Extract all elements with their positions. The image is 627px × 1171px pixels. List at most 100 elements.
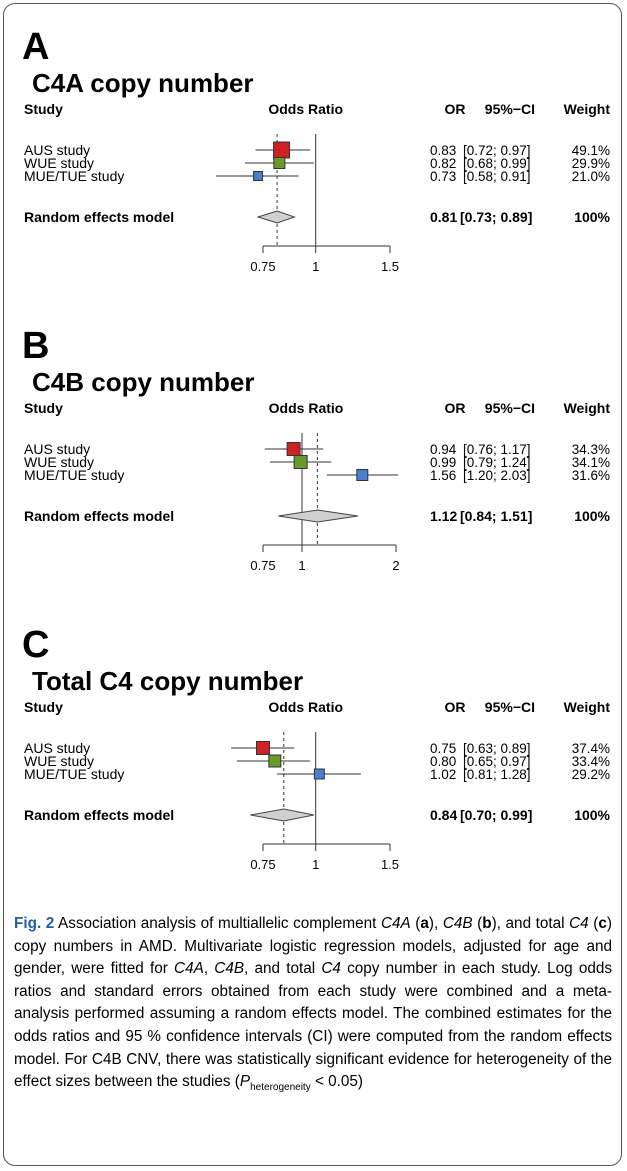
weight-value: 34.1% — [572, 455, 610, 470]
ci-value: [0.63; 0.89] — [463, 741, 531, 756]
header-or: OR — [445, 101, 466, 117]
study-box — [256, 741, 270, 755]
study-box — [293, 455, 308, 469]
study-label: WUE study — [24, 155, 94, 171]
x-tick-label: 1.5 — [381, 857, 399, 872]
x-tick-label: 1 — [312, 259, 319, 274]
weight-value: 31.6% — [572, 468, 610, 483]
or-value: 0.80 — [430, 754, 456, 769]
study-label: MUE/TUE study — [24, 766, 124, 782]
summary-diamond — [250, 808, 314, 822]
forest-plot: Study Odds Ratio OR 95%−CI Weight AUS study 0.… — [24, 699, 611, 872]
ci-value: [0.72; 0.97] — [463, 143, 531, 158]
forest-plot: Study Odds Ratio OR 95%−CI Weight AUS study 0.… — [24, 101, 611, 274]
figure-caption: Fig. 2 Association analysis of multialle… — [14, 913, 612, 1100]
summary-or-value: 1.12 — [430, 508, 457, 524]
study-label: WUE study — [24, 753, 94, 769]
x-tick-label: 1.5 — [381, 259, 399, 274]
summary-ci-value: [0.73; 0.89] — [460, 209, 532, 225]
summary-label: Random effects model — [24, 807, 174, 823]
weight-value: 34.3% — [572, 442, 610, 457]
weight-value: 37.4% — [572, 741, 610, 756]
header-weight: Weight — [564, 101, 611, 117]
panel-letter: B — [22, 325, 50, 367]
header-weight: Weight — [564, 400, 611, 416]
summary-label: Random effects model — [24, 209, 174, 225]
or-value: 0.73 — [430, 169, 456, 184]
weight-value: 49.1% — [572, 143, 610, 158]
ci-value: [1.20; 2.03] — [463, 468, 531, 483]
header-weight: Weight — [564, 699, 611, 715]
x-tick-label: 1 — [298, 558, 305, 573]
summary-weight-value: 100% — [574, 508, 610, 524]
weight-value: 21.0% — [572, 169, 610, 184]
x-tick-label: 1 — [312, 857, 319, 872]
study-box — [273, 157, 286, 169]
study-label: MUE/TUE study — [24, 168, 124, 184]
x-tick-label: 0.75 — [250, 259, 275, 274]
summary-or-value: 0.84 — [430, 807, 457, 823]
x-tick-label: 2 — [392, 558, 399, 573]
ci-value: [0.68; 0.99] — [463, 156, 531, 171]
panel-c: C Total C4 copy number Study Odds Ratio OR… — [0, 626, 627, 896]
study-label: MUE/TUE study — [24, 467, 124, 483]
header-or: OR — [445, 400, 466, 416]
weight-value: 29.9% — [572, 156, 610, 171]
summary-diamond — [278, 509, 358, 523]
header-study: Study — [24, 101, 63, 117]
study-label: AUS study — [24, 142, 90, 158]
study-label: WUE study — [24, 454, 94, 470]
study-box — [356, 469, 369, 481]
or-value: 1.02 — [430, 767, 456, 782]
x-tick-label: 0.75 — [250, 857, 275, 872]
study-box — [313, 768, 325, 780]
summary-label: Random effects model — [24, 508, 174, 524]
header-odds-ratio: Odds Ratio — [269, 400, 344, 416]
header-odds-ratio: Odds Ratio — [268, 699, 343, 715]
weight-value: 33.4% — [572, 754, 610, 769]
panel-title: C4B copy number — [32, 367, 255, 397]
ci-value: [0.79; 1.24] — [463, 455, 531, 470]
panel-a: A C4A copy number Study Odds Ratio OR 95%−C… — [0, 28, 627, 298]
ci-value: [0.65; 0.97] — [463, 754, 531, 769]
study-label: AUS study — [24, 740, 90, 756]
header-study: Study — [24, 699, 63, 715]
study-box — [268, 754, 282, 768]
header-ci: 95%−CI — [485, 699, 535, 715]
study-box — [253, 171, 264, 181]
header-ci: 95%−CI — [485, 400, 535, 416]
caption-text: Association analysis of multiallelic com… — [14, 915, 613, 1094]
x-tick-label: 0.75 — [250, 558, 275, 573]
figure-frame — [3, 3, 622, 1166]
panel-title: Total C4 copy number — [32, 666, 304, 696]
summary-ci-value: [0.84; 1.51] — [460, 508, 532, 524]
or-value: 1.56 — [430, 468, 456, 483]
or-value: 0.75 — [430, 741, 456, 756]
ci-value: [0.58; 0.91] — [463, 169, 531, 184]
summary-weight-value: 100% — [574, 209, 610, 225]
study-box — [286, 442, 301, 456]
panel-letter: A — [22, 26, 50, 68]
panel-b: B C4B copy number Study Odds Ratio OR 95%−C… — [0, 327, 627, 597]
ci-value: [0.81; 1.28] — [463, 767, 531, 782]
weight-value: 29.2% — [572, 767, 610, 782]
header-study: Study — [24, 400, 63, 416]
header-odds-ratio: Odds Ratio — [268, 101, 343, 117]
ci-value: [0.76; 1.17] — [463, 442, 531, 457]
or-value: 0.83 — [430, 143, 456, 158]
header-ci: 95%−CI — [485, 101, 535, 117]
study-box — [273, 141, 291, 159]
forest-plot: Study Odds Ratio OR 95%−CI Weight AUS study 0.… — [24, 400, 611, 573]
study-label: AUS study — [24, 441, 90, 457]
caption-label: Fig. 2 — [14, 915, 55, 932]
or-value: 0.99 — [430, 455, 456, 470]
summary-ci-value: [0.70; 0.99] — [460, 807, 532, 823]
summary-diamond — [256, 210, 296, 224]
or-value: 0.82 — [430, 156, 456, 171]
panel-title: C4A copy number — [32, 68, 254, 98]
summary-weight-value: 100% — [574, 807, 610, 823]
summary-or-value: 0.81 — [430, 209, 457, 225]
header-or: OR — [445, 699, 466, 715]
panel-letter: C — [22, 624, 50, 666]
or-value: 0.94 — [430, 442, 457, 457]
